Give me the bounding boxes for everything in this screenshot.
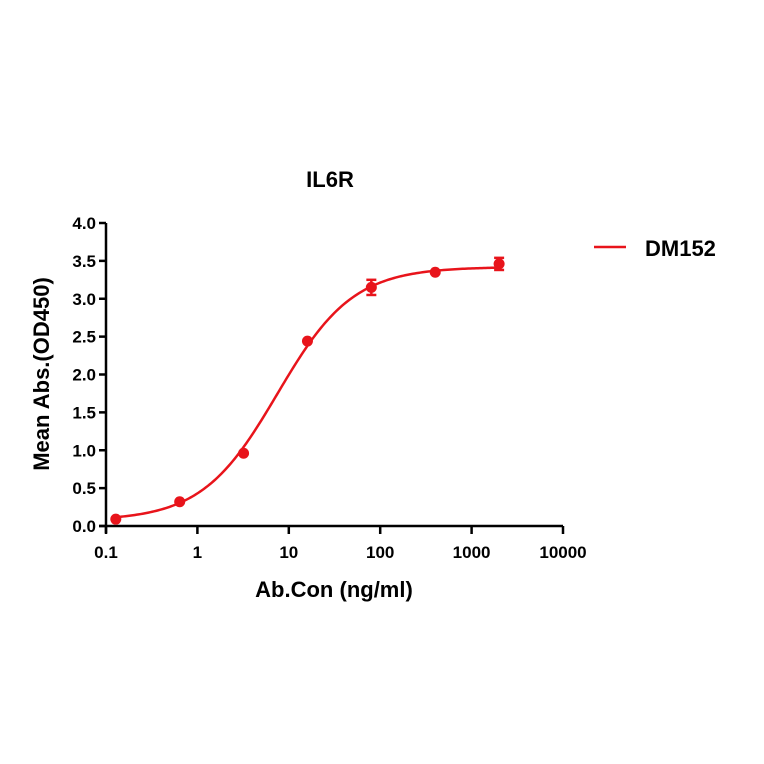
x-tick-label: 1000	[453, 543, 491, 562]
y-axis: 0.0 0.5 1.0 1.5 2.0 2.5 3.0 3.5 4.0	[72, 214, 108, 536]
y-tick-label: 3.5	[72, 252, 96, 271]
chart-title: IL6R	[306, 167, 354, 192]
x-tick-label: 100	[366, 543, 394, 562]
x-axis-label: Ab.Con (ng/ml)	[255, 577, 413, 602]
data-point-marker	[238, 447, 250, 459]
y-tick-label: 0.5	[72, 479, 96, 498]
data-point-marker	[110, 513, 122, 525]
y-tick-label: 2.5	[72, 328, 96, 347]
legend-label: DM152	[645, 236, 716, 261]
y-tick-label: 3.0	[72, 290, 96, 309]
y-tick-label: 2.0	[72, 366, 96, 385]
data-point-marker	[493, 258, 505, 270]
data-point-marker	[301, 335, 313, 347]
y-tick-label: 0.0	[72, 517, 96, 536]
data-point-marker	[429, 266, 441, 278]
x-tick-label: 10	[279, 543, 298, 562]
y-tick-label: 1.0	[72, 441, 96, 460]
x-tick-label: 10000	[539, 543, 586, 562]
x-tick-label: 0.1	[94, 543, 118, 562]
fit-curve	[115, 266, 500, 519]
x-tick-label: 1	[193, 543, 202, 562]
legend: DM152	[594, 236, 716, 261]
data-point-marker	[174, 496, 186, 508]
y-tick-label: 4.0	[72, 214, 96, 233]
data-point-marker	[365, 281, 377, 293]
data-points	[110, 256, 505, 525]
y-tick-label: 1.5	[72, 403, 96, 422]
x-axis: 0.1 1 10 100 1000 10000	[94, 524, 587, 562]
y-axis-label: Mean Abs.(OD450)	[29, 277, 54, 471]
